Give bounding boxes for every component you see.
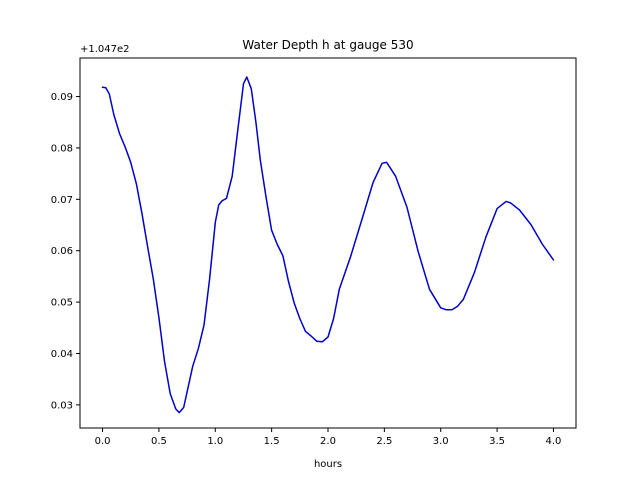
y-tick-label: 0.06: [51, 246, 73, 257]
y-offset-text: +1.047e2: [80, 44, 130, 55]
x-axis-ticks: 0.0 0.5 1.0 1.5 2.0 2.5 3.0 3.5 4.0: [95, 428, 562, 447]
x-tick-label: 3.0: [433, 436, 449, 447]
y-tick-label: 0.04: [51, 349, 73, 360]
y-tick-label: 0.05: [51, 298, 73, 309]
y-tick-label: 0.07: [51, 195, 73, 206]
x-tick-label: 1.5: [264, 436, 280, 447]
x-tick-label: 0.5: [151, 436, 167, 447]
y-axis-ticks: 0.03 0.04 0.05 0.06 0.07 0.08 0.09: [51, 92, 80, 411]
x-tick-label: 0.0: [95, 436, 111, 447]
x-axis-label: hours: [314, 459, 342, 470]
chart-title: Water Depth h at gauge 530: [242, 38, 413, 52]
x-tick-label: 4.0: [546, 436, 562, 447]
x-tick-label: 1.0: [207, 436, 223, 447]
y-tick-label: 0.03: [51, 400, 73, 411]
series-line: [101, 76, 555, 414]
x-tick-label: 3.5: [489, 436, 505, 447]
x-tick-label: 2.0: [320, 436, 336, 447]
y-tick-label: 0.08: [51, 143, 73, 154]
y-tick-label: 0.09: [51, 92, 73, 103]
x-tick-label: 2.5: [376, 436, 392, 447]
plot-frame: [79, 57, 577, 429]
